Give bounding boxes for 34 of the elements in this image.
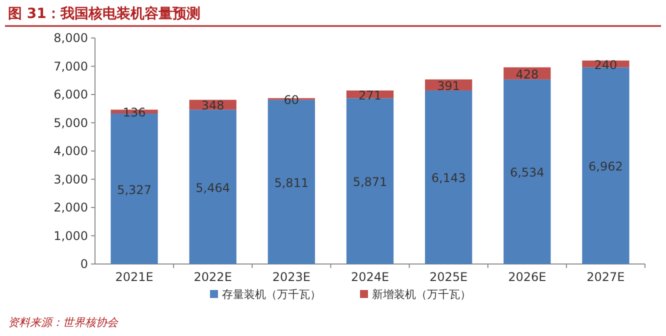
legend-label: 新增装机（万千瓦） — [372, 288, 471, 301]
x-tick-label: 2024E — [350, 270, 390, 284]
y-tick-label: 8,000 — [54, 31, 88, 45]
y-tick-label: 4,000 — [54, 144, 88, 158]
text: 资料来源：世界核协会 — [8, 316, 119, 329]
data-label: 5,811 — [274, 176, 309, 190]
y-tick-label: 5,000 — [54, 116, 88, 130]
data-label: 391 — [437, 78, 460, 93]
y-tick-label: 7,000 — [54, 59, 88, 74]
y-tick-label: 2,000 — [54, 200, 88, 214]
data-label: 6,962 — [588, 160, 623, 174]
bar — [425, 90, 472, 264]
x-tick-label: 2025E — [430, 270, 468, 284]
bar — [189, 110, 236, 264]
x-tick-label: 2022E — [194, 270, 232, 284]
data-label: 6,143 — [431, 171, 466, 186]
bar — [504, 79, 551, 264]
x-tick-label: 2027E — [586, 270, 625, 284]
y-tick-label: 3,000 — [54, 172, 88, 186]
chart-title: 图 31：我国核电装机容量预测 — [8, 5, 200, 22]
x-tick-label: 2021E — [115, 270, 154, 284]
y-tick-label: 1,000 — [54, 228, 88, 243]
data-label: 5,327 — [117, 182, 152, 197]
legend-label: 存量装机（万千瓦） — [222, 288, 321, 301]
data-label: 5,464 — [196, 180, 230, 195]
y-tick-label: 0 — [80, 257, 88, 271]
data-label: 348 — [201, 98, 224, 113]
data-label: 428 — [516, 67, 539, 82]
bar — [346, 98, 394, 264]
data-label: 6,534 — [510, 166, 544, 180]
x-tick-label: 2023E — [272, 270, 310, 284]
x-tick-label: 2026E — [508, 270, 546, 284]
data-label: 5,871 — [352, 175, 388, 190]
y-tick-label: 6,000 — [54, 88, 88, 102]
